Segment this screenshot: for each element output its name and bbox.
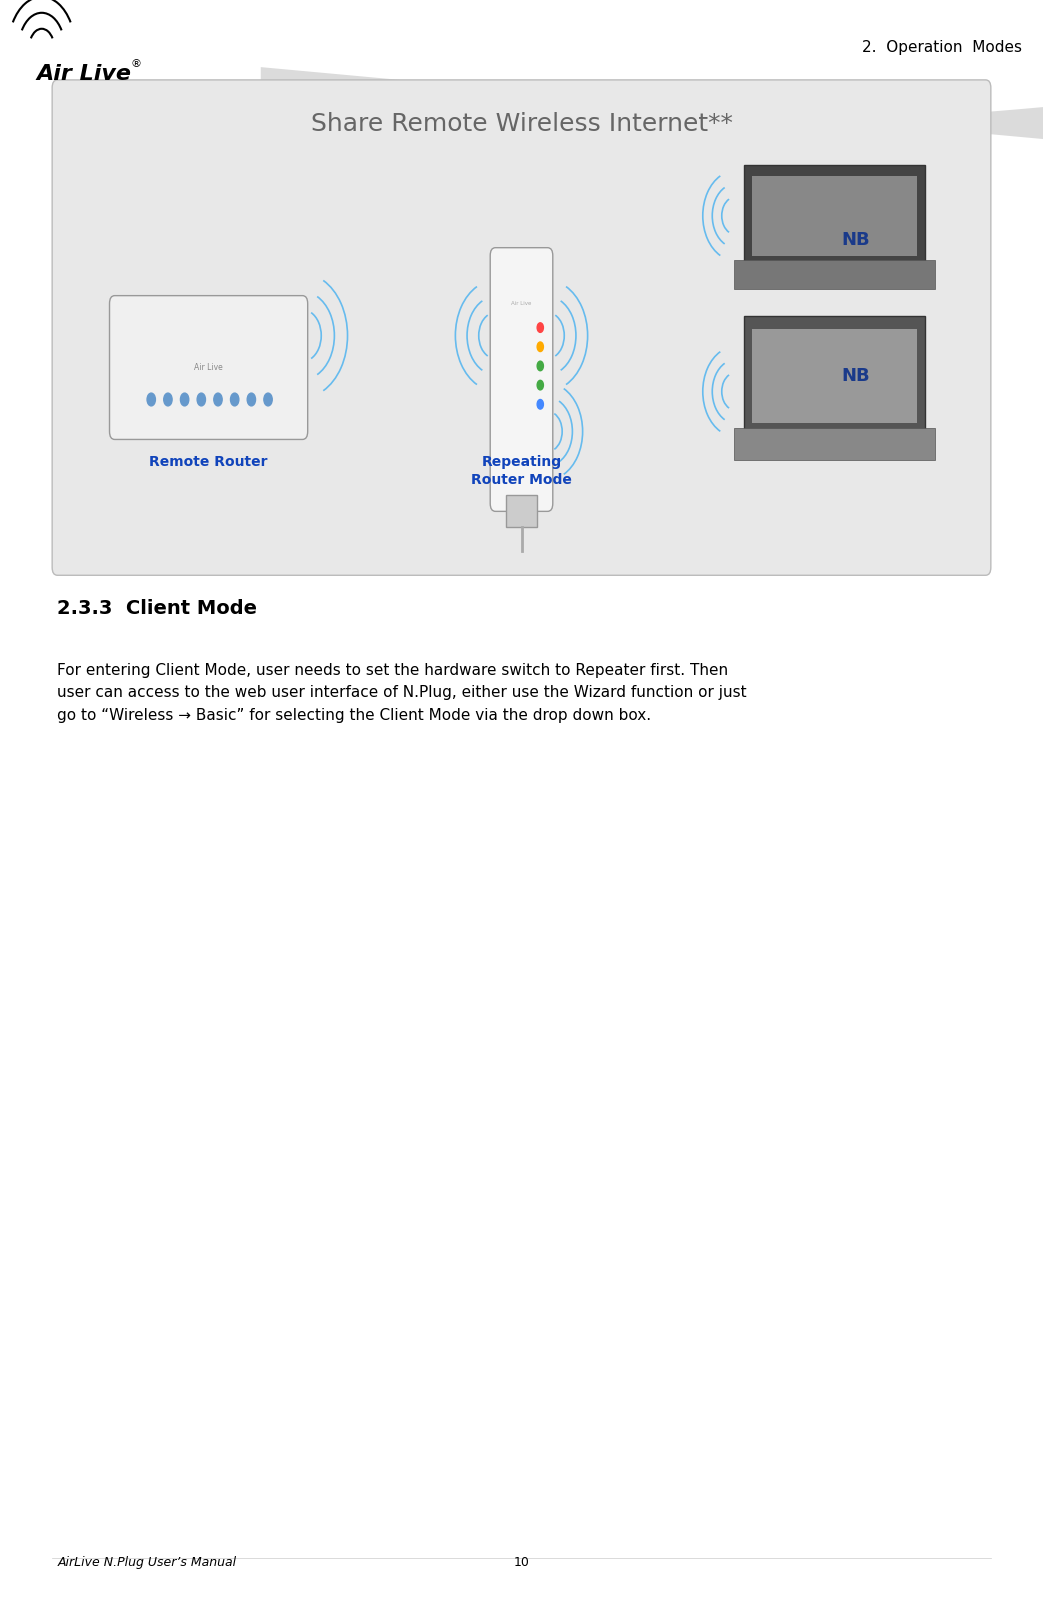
Text: Air Live: Air Live <box>511 300 532 307</box>
Text: Repeating
Router Mode: Repeating Router Mode <box>471 455 572 487</box>
Circle shape <box>164 393 172 406</box>
Text: 2.  Operation  Modes: 2. Operation Modes <box>863 40 1022 54</box>
Circle shape <box>147 393 155 406</box>
Circle shape <box>214 393 222 406</box>
Text: 2.3.3  Client Mode: 2.3.3 Client Mode <box>57 599 258 618</box>
Circle shape <box>537 380 543 390</box>
Circle shape <box>537 361 543 371</box>
Circle shape <box>247 393 256 406</box>
Text: NB: NB <box>841 366 870 385</box>
FancyBboxPatch shape <box>734 428 935 460</box>
FancyBboxPatch shape <box>52 80 991 575</box>
Text: ®: ® <box>130 59 142 69</box>
Text: AirLive N.Plug User’s Manual: AirLive N.Plug User’s Manual <box>57 1556 237 1569</box>
Circle shape <box>537 342 543 352</box>
Text: NB: NB <box>841 230 870 249</box>
Text: Air Live: Air Live <box>37 64 131 85</box>
FancyBboxPatch shape <box>110 296 308 439</box>
Circle shape <box>537 323 543 332</box>
FancyBboxPatch shape <box>506 495 537 527</box>
FancyBboxPatch shape <box>752 329 917 423</box>
Text: 10: 10 <box>513 1556 530 1569</box>
FancyBboxPatch shape <box>490 248 553 511</box>
Circle shape <box>180 393 189 406</box>
FancyBboxPatch shape <box>744 165 925 267</box>
Circle shape <box>537 400 543 409</box>
Text: Remote Router: Remote Router <box>149 455 268 470</box>
FancyBboxPatch shape <box>734 260 935 289</box>
Circle shape <box>231 393 239 406</box>
Circle shape <box>197 393 205 406</box>
Text: Share Remote Wireless Internet**: Share Remote Wireless Internet** <box>311 112 732 136</box>
Text: For entering Client Mode, user needs to set the hardware switch to Repeater firs: For entering Client Mode, user needs to … <box>57 663 747 722</box>
Circle shape <box>264 393 272 406</box>
FancyBboxPatch shape <box>744 316 925 435</box>
Polygon shape <box>261 67 1043 141</box>
FancyBboxPatch shape <box>752 176 917 256</box>
Text: Air Live: Air Live <box>194 363 223 372</box>
